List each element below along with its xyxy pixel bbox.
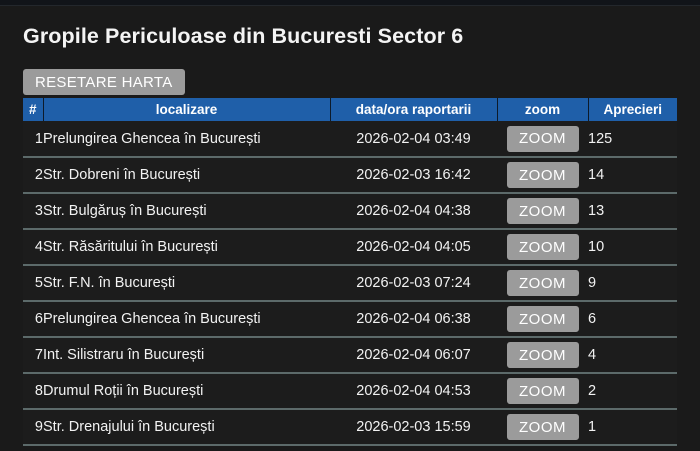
column-header-zoom[interactable]: zoom (497, 98, 589, 121)
row-datetime: 2026-02-04 04:05 (330, 229, 497, 266)
zoom-button[interactable]: ZOOM (506, 198, 579, 224)
row-index: 2 (23, 157, 43, 194)
zoom-button[interactable]: ZOOM (506, 234, 579, 260)
page-title: Gropile Periculoase din Bucuresti Sector… (23, 24, 464, 48)
zoom-button[interactable]: ZOOM (506, 270, 579, 296)
table-body: 1 Prelungirea Ghencea în București 2026-02… (23, 121, 677, 446)
table-row[interactable]: 9 Str. Drenajului în București 2026-02-03 … (23, 409, 677, 446)
zoom-button[interactable]: ZOOM (506, 342, 579, 368)
row-index: 9 (23, 409, 43, 446)
row-datetime: 2026-02-04 06:38 (330, 301, 497, 338)
row-location: Str. Dobreni în București (43, 157, 330, 194)
row-location: Str. F.N. în București (43, 265, 330, 302)
row-datetime: 2026-02-03 07:24 (330, 265, 497, 302)
row-zoom-cell: ZOOM (497, 373, 588, 410)
row-datetime: 2026-02-04 06:07 (330, 337, 497, 374)
row-zoom-cell: ZOOM (497, 301, 588, 338)
table-row[interactable]: 7 Int. Silistraru în București 2026-02-04 … (23, 337, 677, 374)
zoom-button[interactable]: ZOOM (506, 414, 579, 440)
top-strip (0, 0, 700, 6)
reset-map-button[interactable]: RESETARE HARTA (23, 69, 185, 95)
row-datetime: 2026-02-03 15:59 (330, 409, 497, 446)
row-datetime: 2026-02-03 16:42 (330, 157, 497, 194)
row-index: 3 (23, 193, 43, 230)
row-zoom-cell: ZOOM (497, 193, 588, 230)
potholes-table: # localizare data/ora raportarii zoom Ap… (23, 98, 677, 446)
row-ratings: 2 (588, 373, 677, 410)
row-location: Int. Silistraru în București (43, 337, 330, 374)
row-index: 7 (23, 337, 43, 374)
column-header-ratings[interactable]: Aprecieri (588, 98, 677, 121)
row-ratings: 10 (588, 229, 677, 266)
row-location: Str. Bulgăruș în București (43, 193, 330, 230)
row-datetime: 2026-02-04 03:49 (330, 121, 497, 158)
row-zoom-cell: ZOOM (497, 265, 588, 302)
row-ratings: 4 (588, 337, 677, 374)
row-index: 4 (23, 229, 43, 266)
row-zoom-cell: ZOOM (497, 337, 588, 374)
table-row[interactable]: 5 Str. F.N. în București 2026-02-03 07:24 Z… (23, 265, 677, 302)
row-location: Str. Răsăritului în București (43, 229, 330, 266)
row-index: 8 (23, 373, 43, 410)
table-header: # localizare data/ora raportarii zoom Ap… (23, 98, 677, 121)
table-row[interactable]: 3 Str. Bulgăruș în București 2026-02-04 04… (23, 193, 677, 230)
row-location: Str. Drenajului în București (43, 409, 330, 446)
column-header-datetime[interactable]: data/ora raportarii (330, 98, 498, 121)
column-header-location[interactable]: localizare (43, 98, 331, 121)
zoom-button[interactable]: ZOOM (506, 162, 579, 188)
row-location: Prelungirea Ghencea în București (43, 301, 330, 338)
table-row[interactable]: 1 Prelungirea Ghencea în București 2026-02… (23, 121, 677, 158)
table-row[interactable]: 2 Str. Dobreni în București 2026-02-03 16:… (23, 157, 677, 194)
row-datetime: 2026-02-04 04:53 (330, 373, 497, 410)
zoom-button[interactable]: ZOOM (506, 378, 579, 404)
row-zoom-cell: ZOOM (497, 121, 588, 158)
row-location: Drumul Roții în București (43, 373, 330, 410)
zoom-button[interactable]: ZOOM (506, 125, 579, 152)
row-zoom-cell: ZOOM (497, 157, 588, 194)
zoom-button[interactable]: ZOOM (506, 306, 579, 332)
row-datetime: 2026-02-04 04:38 (330, 193, 497, 230)
row-ratings: 13 (588, 193, 677, 230)
column-header-number[interactable]: # (23, 98, 44, 121)
table-header-row: # localizare data/ora raportarii zoom Ap… (23, 98, 677, 121)
row-zoom-cell: ZOOM (497, 409, 588, 446)
table-row[interactable]: 6 Prelungirea Ghencea în București 2026-02… (23, 301, 677, 338)
row-ratings: 14 (588, 157, 677, 194)
potholes-table-container: # localizare data/ora raportarii zoom Ap… (23, 98, 677, 446)
table-row[interactable]: 8 Drumul Roții în București 2026-02-04 04:… (23, 373, 677, 410)
row-zoom-cell: ZOOM (497, 229, 588, 266)
row-location: Prelungirea Ghencea în București (43, 121, 330, 158)
table-row[interactable]: 4 Str. Răsăritului în București 2026-02-04… (23, 229, 677, 266)
row-index: 1 (23, 121, 43, 158)
row-index: 5 (23, 265, 43, 302)
row-ratings: 9 (588, 265, 677, 302)
row-ratings: 6 (588, 301, 677, 338)
row-ratings: 1 (588, 409, 677, 446)
row-index: 6 (23, 301, 43, 338)
row-ratings: 125 (588, 121, 677, 158)
